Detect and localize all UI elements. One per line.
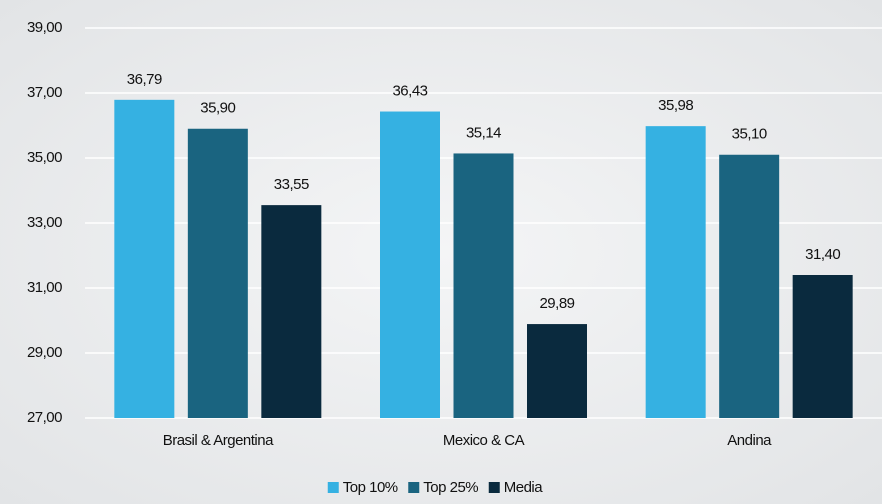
bar <box>719 154 780 418</box>
legend-label: Top 10% <box>343 479 398 496</box>
value-label: 35,90 <box>200 100 235 117</box>
x-tick-label: Andina <box>727 432 772 449</box>
value-label: 36,79 <box>127 71 162 88</box>
x-tick-label: Brasil & Argentina <box>163 432 274 449</box>
value-label: 35,14 <box>466 124 501 141</box>
bar <box>453 153 514 418</box>
legend-swatch <box>408 482 420 493</box>
bar <box>792 275 853 418</box>
value-label: 36,43 <box>392 82 427 99</box>
y-tick-label: 35,00 <box>27 149 62 166</box>
bar <box>187 128 248 418</box>
value-label: 35,10 <box>732 126 767 143</box>
y-tick-label: 31,00 <box>27 279 62 296</box>
legend-label: Media <box>504 479 544 496</box>
bar <box>380 111 440 419</box>
value-label: 33,55 <box>274 176 309 193</box>
legend-swatch <box>327 482 339 493</box>
legend-label: Top 25% <box>423 479 478 496</box>
bar <box>114 99 175 418</box>
y-tick-label: 39,00 <box>27 19 62 36</box>
value-label: 35,98 <box>658 97 693 114</box>
y-tick-label: 27,00 <box>27 409 62 426</box>
value-label: 29,89 <box>539 295 574 312</box>
y-tick-label: 29,00 <box>27 344 62 361</box>
bar <box>645 126 706 419</box>
bar <box>261 205 322 418</box>
bar <box>527 324 587 418</box>
y-tick-label: 33,00 <box>27 214 62 231</box>
x-tick-label: Mexico & CA <box>443 432 525 449</box>
value-label: 31,40 <box>805 246 840 263</box>
y-tick-label: 37,00 <box>27 84 62 101</box>
legend-swatch <box>488 482 500 493</box>
